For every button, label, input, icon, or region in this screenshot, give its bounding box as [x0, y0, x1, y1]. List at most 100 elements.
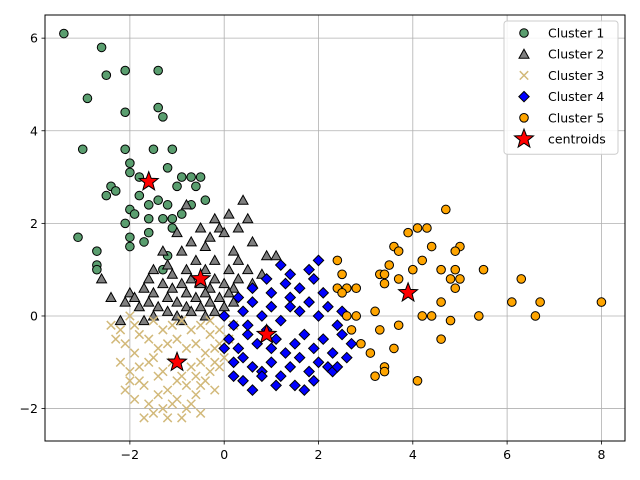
data-point: [516, 274, 527, 284]
data-point: [153, 389, 163, 400]
data-point: [450, 264, 461, 275]
data-point: [157, 245, 169, 256]
legend-label: Cluster 2: [548, 47, 604, 62]
data-point: [115, 357, 126, 368]
data-point: [186, 325, 196, 335]
data-point: [279, 347, 292, 359]
data-point: [95, 272, 108, 284]
data-point: [246, 361, 259, 373]
data-point: [147, 286, 160, 298]
data-point: [293, 305, 306, 318]
data-point: [195, 172, 206, 182]
data-point: [436, 297, 446, 307]
data-point: [246, 235, 259, 247]
data-point: [125, 241, 135, 252]
legend-label: Cluster 1: [548, 26, 604, 41]
data-point: [111, 334, 121, 344]
x-tick-label: 0: [220, 447, 228, 462]
data-point: [232, 342, 245, 355]
data-point: [194, 300, 207, 312]
data-point: [172, 334, 182, 344]
data-point: [195, 357, 206, 368]
data-point: [195, 320, 206, 330]
data-point: [120, 144, 130, 155]
data-point: [153, 195, 163, 206]
data-point: [114, 314, 127, 326]
data-point: [191, 389, 201, 400]
data-point: [208, 272, 221, 284]
data-point: [218, 277, 231, 289]
data-point: [222, 333, 235, 346]
data-point: [143, 227, 154, 238]
legend: Cluster 1 Cluster 2 Cluster 3 Cluster 4 Clus…: [503, 20, 619, 155]
data-point: [205, 366, 215, 377]
data-point: [218, 226, 231, 238]
data-point: [147, 263, 160, 275]
data-point: [241, 212, 254, 224]
data-point: [322, 300, 334, 313]
data-point: [219, 352, 229, 363]
data-point: [417, 255, 428, 266]
x-tick-label: 4: [409, 447, 417, 462]
data-point: [270, 249, 282, 261]
data-point: [237, 305, 249, 318]
data-point: [137, 170, 160, 191]
data-point: [365, 348, 376, 358]
data-point: [223, 263, 235, 275]
data-point: [205, 329, 215, 340]
x-axis-ticks: −2 0 2 4 6 8: [121, 441, 605, 462]
data-point: [478, 264, 489, 275]
data-point: [125, 167, 135, 178]
data-point: [284, 268, 297, 281]
data-point: [205, 315, 215, 326]
legend-marker: [513, 127, 535, 149]
data-series: [59, 28, 607, 423]
data-point: [120, 107, 130, 118]
data-point: [161, 259, 174, 270]
data-point: [142, 296, 155, 307]
data-point: [190, 254, 202, 265]
data-point: [237, 194, 249, 205]
data-point: [124, 286, 136, 298]
data-point: [158, 325, 168, 335]
data-point: [337, 269, 347, 280]
x-tick-label: −2: [121, 447, 139, 462]
data-point: [208, 212, 221, 224]
data-point: [307, 374, 320, 387]
data-point: [223, 208, 235, 219]
data-point: [106, 320, 116, 330]
data-point: [332, 255, 343, 266]
y-tick-label: 6: [30, 31, 38, 46]
data-point: [180, 263, 193, 275]
data-point: [293, 282, 306, 295]
data-point: [340, 351, 353, 364]
data-point: [450, 283, 461, 293]
data-point: [307, 273, 320, 285]
data-point: [144, 399, 154, 409]
data-point: [59, 28, 69, 39]
data-point: [129, 348, 140, 358]
data-point: [167, 320, 178, 330]
data-point: [172, 376, 182, 386]
data-point: [101, 70, 112, 80]
data-point: [96, 42, 107, 53]
data-point: [289, 337, 301, 350]
data-point: [180, 300, 193, 312]
data-point: [129, 394, 140, 405]
data-point: [237, 374, 249, 387]
data-point: [200, 348, 211, 358]
legend-label: Cluster 5: [548, 110, 604, 125]
data-point: [270, 333, 282, 346]
data-point: [303, 365, 315, 378]
data-point: [279, 277, 292, 290]
data-point: [474, 311, 484, 321]
data-point: [317, 286, 330, 299]
data-point: [436, 264, 446, 275]
data-point: [374, 325, 385, 335]
data-point: [436, 334, 446, 344]
data-point: [110, 186, 121, 196]
data-point: [303, 296, 315, 308]
data-point: [190, 291, 202, 302]
data-point: [134, 190, 145, 201]
legend-label: Cluster 4: [548, 89, 604, 104]
